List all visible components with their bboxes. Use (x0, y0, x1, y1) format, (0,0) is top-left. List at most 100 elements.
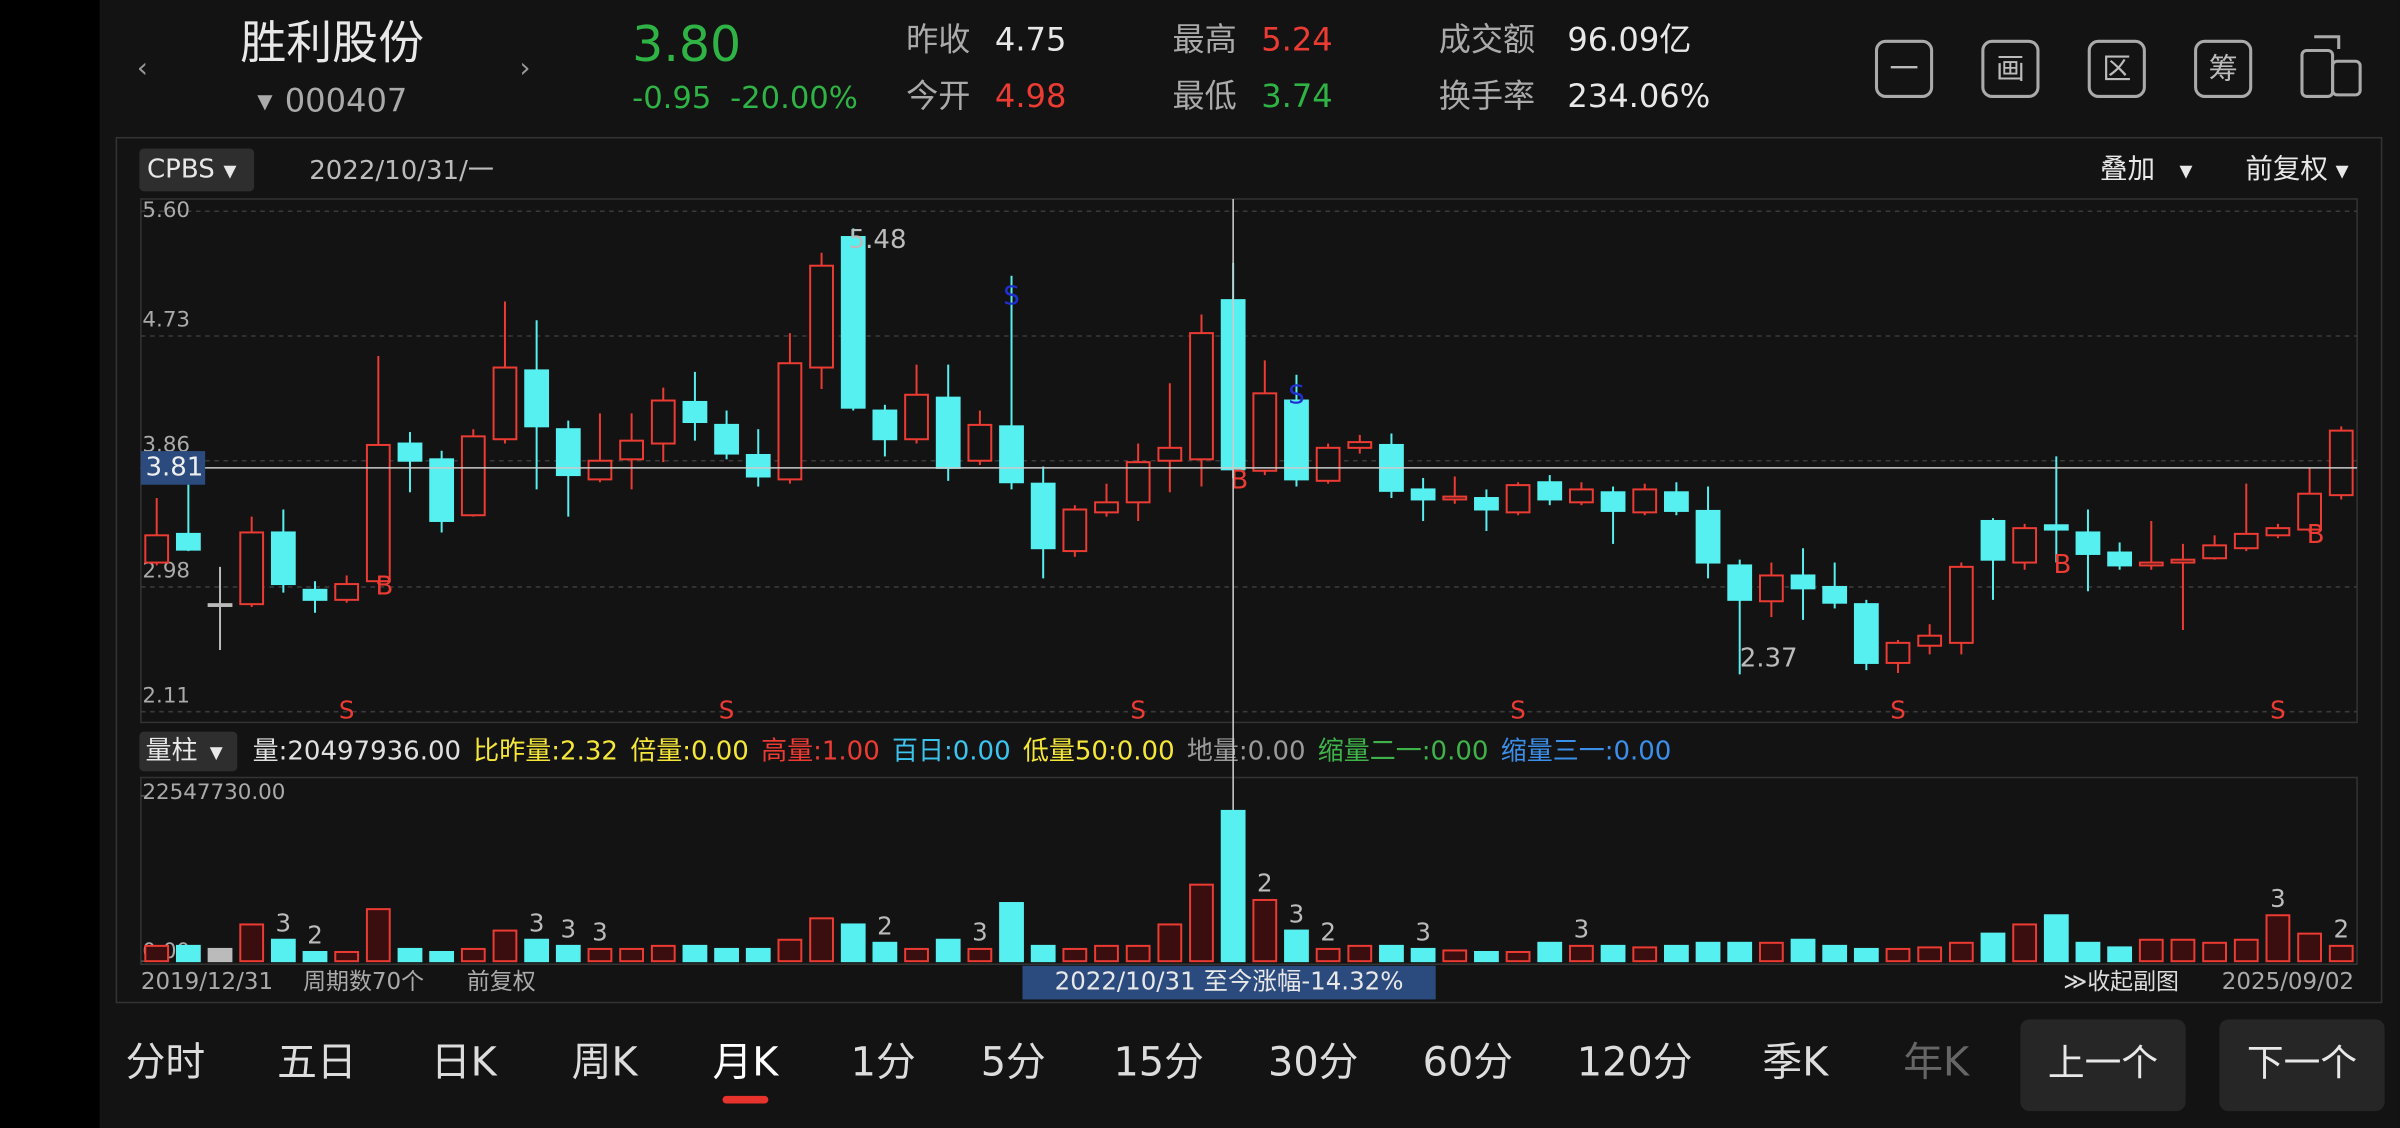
start-date: 2019/12/31 (141, 969, 273, 995)
y-tick-label: 5.60 (142, 198, 190, 223)
candle-body (1948, 565, 1974, 644)
volume-bar (650, 944, 676, 963)
volume-readout: 低量50:0.00 (1023, 736, 1175, 766)
period-tab[interactable]: 季K (1762, 1040, 1829, 1086)
candle-body (2202, 544, 2228, 560)
sell-signal-bottom: S (1510, 696, 1526, 725)
y-tick-label: 2.11 (142, 683, 190, 708)
candle-body (144, 534, 170, 564)
prev-button[interactable]: 上一个 (2048, 1042, 2158, 1085)
price-change-pct: -20.00% (730, 81, 858, 116)
min-label: 2.37 (1740, 644, 1798, 674)
candle-body (2075, 531, 2101, 555)
candle-body (1917, 634, 1943, 647)
candle-body (2233, 532, 2259, 550)
volume-readout: 百日:0.00 (892, 736, 1011, 766)
period-tab[interactable]: 60分 (1423, 1040, 1513, 1086)
volume-readouts: 量:20497936.00 比昨量:2.32 倍量:0.00 高量:1.00 百日:0.… (253, 736, 1672, 766)
volume-bar (2043, 914, 2069, 963)
period-tab[interactable]: 分时 (126, 1040, 206, 1086)
candle-body (999, 425, 1024, 484)
icon-frame[interactable] (2194, 39, 2253, 98)
candle-body (2328, 429, 2354, 497)
volume-bar (144, 944, 170, 963)
next-button-bg[interactable] (2219, 1019, 2385, 1112)
icon-glyph[interactable]: 一 (1890, 51, 1919, 85)
candle-body (2107, 551, 2133, 567)
chart-panel (115, 136, 2383, 1004)
candle-body (429, 458, 455, 522)
indicator-button[interactable] (139, 148, 255, 192)
candle-body (1347, 441, 1373, 449)
code-caret[interactable]: ▼ (257, 90, 273, 113)
volume-indicator-button[interactable] (139, 731, 238, 772)
volume-bar (587, 947, 613, 963)
volume-annotation: 3 (529, 908, 545, 937)
icon-glyph[interactable]: 区 (2102, 51, 2131, 85)
icon-glyph[interactable]: 画 (1996, 51, 2025, 85)
prev-stock[interactable]: ‹ (137, 52, 148, 84)
period-tab[interactable]: 五日 (277, 1040, 357, 1086)
volume-readout: 缩量三一:0.00 (1501, 736, 1672, 766)
volume-tick-label: 22547730.00 (142, 780, 285, 805)
candle-body (1030, 482, 1056, 550)
range-note-bg (1022, 965, 1436, 1000)
volume-annotation: 3 (1574, 915, 1590, 944)
period-tab[interactable]: 120分 (1577, 1040, 1693, 1086)
stock-name: 胜利股份 (240, 15, 424, 69)
volume-annotation: 3 (2270, 884, 2286, 913)
volume-bar (1505, 950, 1531, 963)
volume-bar (1917, 946, 1943, 963)
collapse-sub-chart[interactable]: ≫收起副图 (2063, 969, 2179, 995)
volume-bar (2170, 938, 2196, 963)
next-button[interactable]: 下一个 (2247, 1042, 2357, 1085)
buy-signal: B (2307, 520, 2325, 550)
candle-body (460, 435, 486, 517)
footer-adjust: 前复权 (467, 969, 536, 995)
volume-bar (1727, 941, 1753, 963)
volume-bar (1632, 946, 1658, 963)
period-tab[interactable]: 15分 (1113, 1040, 1203, 1086)
icon-frame[interactable] (2087, 39, 2146, 98)
overlay-menu[interactable]: 叠加 (2100, 153, 2155, 185)
range-note: 2022/10/31 至今涨幅-14.32% (1055, 967, 1404, 996)
buy-signal: B (376, 572, 394, 602)
volume-annotation: 2 (1257, 869, 1273, 898)
prev-button-bg[interactable] (2020, 1019, 2186, 1112)
candle-body (397, 442, 423, 462)
period-tab[interactable]: 5分 (981, 1040, 1046, 1086)
volume-annotation: 2 (2333, 915, 2349, 944)
candle-body (1157, 446, 1183, 462)
period-tab[interactable]: 日K (431, 1040, 498, 1086)
icon-frame[interactable] (1981, 39, 2040, 98)
period-tab[interactable]: 30分 (1268, 1040, 1358, 1086)
icon-glyph[interactable]: 筹 (2209, 51, 2238, 85)
volume-indicator-name: 量柱 (145, 736, 197, 766)
candle-body (619, 439, 644, 461)
device-icon[interactable] (2300, 35, 2362, 98)
volume-readout: 地量:0.00 (1187, 736, 1306, 766)
candle-body (2012, 527, 2038, 564)
volume-bar (2012, 923, 2038, 963)
adjust-menu[interactable]: 前复权 (2245, 153, 2328, 185)
volume-plot-frame (140, 776, 2358, 965)
period-tab[interactable]: 周K (572, 1040, 639, 1086)
period-tab[interactable]: 1分 (851, 1040, 916, 1086)
next-stock[interactable]: › (520, 52, 531, 84)
volume-annotation: 2 (877, 912, 893, 941)
volume-annotation: 2 (307, 921, 323, 950)
period-tab[interactable]: 年K (1903, 1040, 1970, 1086)
volume-bar (555, 944, 581, 963)
volume-bar (524, 938, 550, 963)
icon-frame[interactable] (1874, 39, 1934, 98)
volume-bar (1695, 941, 1721, 963)
candle-body (1885, 641, 1911, 664)
period-tab[interactable]: 月K (712, 1040, 779, 1086)
volume-bar (1252, 898, 1278, 963)
volume-annotation: 2 (1320, 918, 1336, 947)
volume-bar (1094, 944, 1119, 963)
candle-body (1442, 495, 1468, 501)
stat-value: 4.98 (995, 77, 1067, 115)
